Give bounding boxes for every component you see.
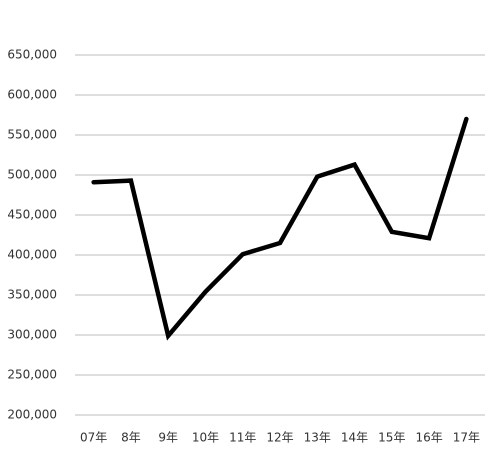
x-tick-label: 8年 bbox=[121, 431, 141, 445]
y-tick-label: 350,000 bbox=[7, 288, 57, 302]
x-tick-label: 15年 bbox=[378, 431, 405, 445]
y-tick-label: 500,000 bbox=[7, 168, 57, 182]
x-tick-label: 11年 bbox=[229, 431, 256, 445]
y-tick-label: 300,000 bbox=[7, 328, 57, 342]
x-tick-label: 14年 bbox=[341, 431, 368, 445]
x-tick-label: 16年 bbox=[415, 431, 442, 445]
y-tick-label: 250,000 bbox=[7, 368, 57, 382]
x-tick-label: 07年 bbox=[80, 431, 107, 445]
y-tick-label: 550,000 bbox=[7, 128, 57, 142]
data-line bbox=[91, 116, 469, 341]
x-tick-label: 10年 bbox=[192, 431, 219, 445]
x-tick-label: 17年 bbox=[453, 431, 480, 445]
y-tick-label: 400,000 bbox=[7, 248, 57, 262]
x-tick-label: 12年 bbox=[266, 431, 293, 445]
y-tick-label: 650,000 bbox=[7, 48, 57, 62]
x-tick-label: 13年 bbox=[304, 431, 331, 445]
y-tick-label: 200,000 bbox=[7, 408, 57, 422]
y-tick-label: 600,000 bbox=[7, 88, 57, 102]
y-tick-label: 450,000 bbox=[7, 208, 57, 222]
x-tick-label: 9年 bbox=[158, 431, 178, 445]
